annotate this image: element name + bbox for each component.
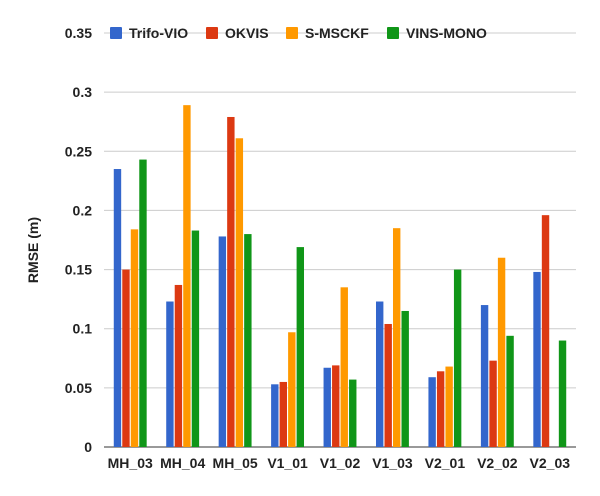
- bar-trifo-vio-v2_02: [480, 305, 489, 447]
- bar-vins-mono-mh_04: [191, 230, 200, 447]
- bar-trifo-vio-mh_05: [218, 236, 227, 447]
- bar-s-msckf-mh_04: [183, 105, 191, 447]
- gridlines: [104, 32, 576, 448]
- bar-s-msckf-mh_05: [235, 138, 244, 447]
- legend-swatch-vins-mono: [387, 27, 399, 39]
- y-tick-label: 0.2: [73, 202, 93, 218]
- y-axis-ticks: 0 0.05 0.1 0.15 0.2 0.25 0.3 0.35: [65, 25, 92, 455]
- x-tick-label: V1_01: [267, 455, 308, 471]
- bar-vins-mono-v2_02: [506, 335, 514, 447]
- legend-label-trifo-vio: Trifo-VIO: [129, 25, 188, 41]
- bar-trifo-vio-v2_03: [533, 271, 541, 447]
- bar-trifo-vio-v1_03: [375, 301, 384, 447]
- bar-okvis-v1_03: [384, 323, 392, 447]
- bar-trifo-vio-v1_02: [323, 367, 331, 447]
- y-tick-label: 0.1: [73, 321, 93, 337]
- legend: Trifo-VIO OKVIS S-MSCKF VINS-MONO: [110, 25, 487, 41]
- y-tick-label: 0.3: [73, 84, 93, 100]
- bar-vins-mono-mh_03: [139, 159, 147, 447]
- bar-okvis-v1_02: [332, 365, 340, 447]
- bar-s-msckf-v1_02: [340, 287, 348, 447]
- x-tick-label: V1_03: [372, 455, 413, 471]
- y-tick-label: 0.35: [65, 25, 92, 41]
- bar-vins-mono-v1_02: [349, 379, 357, 447]
- legend-swatch-trifo-vio: [110, 27, 122, 39]
- bar-s-msckf-v1_01: [288, 332, 296, 447]
- y-tick-label: 0.05: [65, 380, 92, 396]
- x-tick-label: MH_05: [213, 455, 258, 471]
- bar-vins-mono-v1_01: [296, 247, 305, 447]
- bar-trifo-vio-v1_01: [271, 384, 279, 447]
- x-tick-label: V2_01: [425, 455, 466, 471]
- y-tick-label: 0: [84, 439, 92, 455]
- bar-s-msckf-v1_03: [392, 228, 401, 447]
- x-tick-label: MH_04: [160, 455, 205, 471]
- legend-label-okvis: OKVIS: [225, 25, 269, 41]
- x-tick-label: MH_03: [108, 455, 153, 471]
- bar-okvis-mh_03: [122, 269, 130, 447]
- legend-label-s-msckf: S-MSCKF: [305, 25, 369, 41]
- bar-vins-mono-v2_01: [453, 269, 462, 447]
- bar-okvis-v2_02: [489, 360, 497, 447]
- x-tick-label: V1_02: [320, 455, 361, 471]
- y-tick-label: 0.25: [65, 143, 92, 159]
- bar-okvis-v2_01: [436, 371, 445, 447]
- legend-swatch-s-msckf: [286, 27, 298, 39]
- x-tick-label: V2_03: [530, 455, 571, 471]
- bar-vins-mono-v1_03: [401, 310, 409, 447]
- bar-okvis-mh_04: [174, 284, 183, 447]
- bar-okvis-mh_05: [227, 116, 235, 448]
- bars: [113, 105, 567, 448]
- bar-okvis-v1_01: [279, 381, 288, 447]
- bar-trifo-vio-v2_01: [428, 377, 436, 447]
- x-axis-ticks: MH_03 MH_04 MH_05 V1_01 V1_02 V1_03 V2_01 V2_02…: [108, 455, 571, 471]
- bar-vins-mono-v2_03: [558, 340, 567, 447]
- legend-label-vins-mono: VINS-MONO: [406, 25, 487, 41]
- bar-s-msckf-v2_01: [445, 366, 453, 447]
- bar-trifo-vio-mh_03: [113, 169, 122, 447]
- bar-vins-mono-mh_05: [244, 234, 252, 447]
- bar-okvis-v2_03: [541, 215, 550, 447]
- bar-s-msckf-v2_02: [497, 257, 506, 447]
- bar-s-msckf-mh_03: [130, 229, 139, 447]
- legend-swatch-okvis: [206, 27, 218, 39]
- y-axis-title: RMSE (m): [25, 217, 41, 283]
- y-tick-label: 0.15: [65, 262, 92, 278]
- bar-trifo-vio-mh_04: [166, 301, 174, 447]
- x-tick-label: V2_02: [477, 455, 518, 471]
